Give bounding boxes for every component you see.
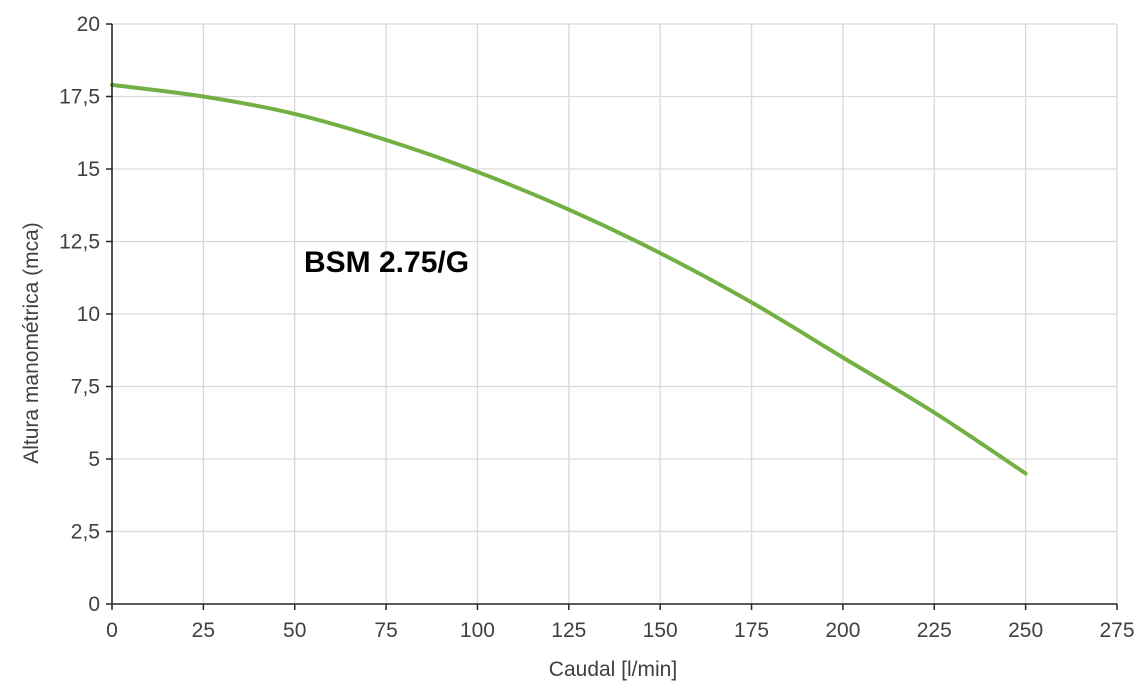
y-axis-label: Altura manométrica (mca)	[20, 222, 43, 464]
series-layer	[110, 82, 1028, 476]
x-tick-label: 25	[192, 619, 215, 642]
x-tick-label: 150	[643, 619, 678, 642]
y-tick-label: 0	[88, 593, 100, 616]
y-tick-label: 12,5	[59, 231, 100, 254]
x-tick-label: 100	[460, 619, 495, 642]
y-tick-label: 10	[77, 303, 100, 326]
y-tick-label: 15	[77, 158, 100, 181]
y-tick-label: 17,5	[59, 86, 100, 109]
x-axis-label: Caudal [l/min]	[549, 658, 677, 681]
grid-layer	[112, 23, 1118, 604]
y-tick-label: 7,5	[71, 376, 100, 399]
y-tick-label: 20	[77, 13, 100, 36]
axis-layer	[111, 24, 1117, 605]
pump-curve-line	[110, 82, 1028, 476]
x-tick-label: 175	[734, 619, 769, 642]
y-tick-label: 5	[88, 448, 100, 471]
tick-layer: 0 25 50 75 100 125 150 175 200 225 250 275 0 2,5 5 7,5 1…	[59, 13, 1134, 642]
curve-model-label: BSM 2.75/G	[304, 246, 469, 279]
x-tick-label: 75	[374, 619, 397, 642]
x-tick-label: 275	[1099, 619, 1134, 642]
x-tick-label: 200	[825, 619, 860, 642]
x-tick-label: 50	[283, 619, 306, 642]
x-tick-label: 125	[551, 619, 586, 642]
x-tick-label: 225	[917, 619, 952, 642]
y-tick-label: 2,5	[71, 521, 100, 544]
x-tick-label: 250	[1008, 619, 1043, 642]
x-tick-label: 0	[106, 619, 118, 642]
